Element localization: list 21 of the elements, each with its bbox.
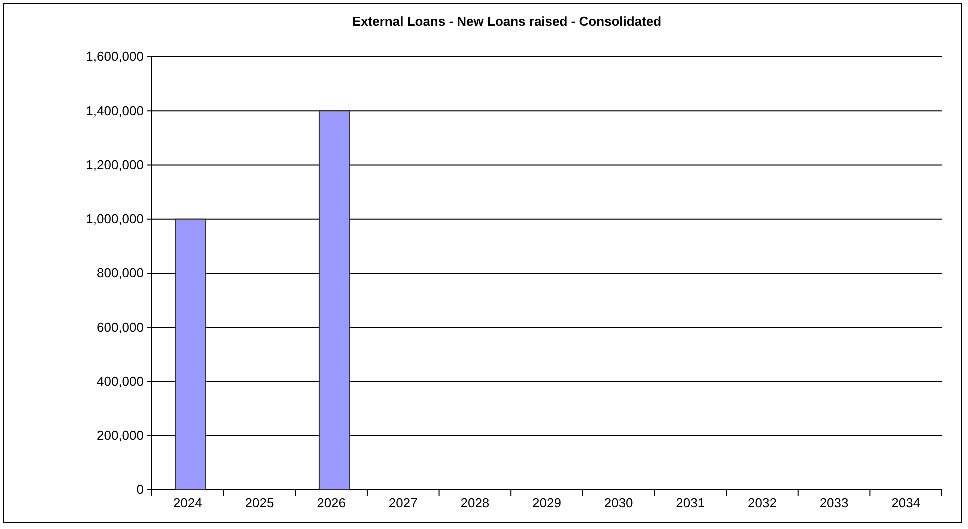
- y-tick-label: 0: [136, 482, 144, 498]
- x-tick-label: 2030: [604, 495, 634, 510]
- y-tick-label: 400,000: [97, 374, 144, 389]
- y-tick-label: 1,000,000: [86, 212, 144, 227]
- x-tick-label: 2034: [892, 495, 921, 510]
- y-tick-label: 1,600,000: [86, 49, 144, 64]
- x-tick-label: 2031: [676, 495, 706, 510]
- x-tick-label: 2028: [460, 495, 490, 510]
- y-tick-label: 600,000: [97, 320, 144, 335]
- y-tick-label: 1,400,000: [86, 103, 144, 118]
- y-tick-label: 1,200,000: [86, 157, 144, 172]
- y-tick-label: 800,000: [97, 266, 144, 281]
- x-tick-label: 2033: [820, 495, 849, 510]
- x-tick-label: 2024: [173, 495, 202, 510]
- x-tick-label: 2032: [748, 495, 777, 510]
- x-tick-label: 2026: [317, 495, 346, 510]
- y-tick-label: 200,000: [97, 428, 144, 444]
- x-tick-label: 2029: [532, 495, 562, 510]
- chart-title: External Loans - New Loans raised - Consolidated: [352, 14, 662, 29]
- x-tick-label: 2025: [245, 495, 274, 510]
- x-tick-label: 2027: [388, 495, 418, 510]
